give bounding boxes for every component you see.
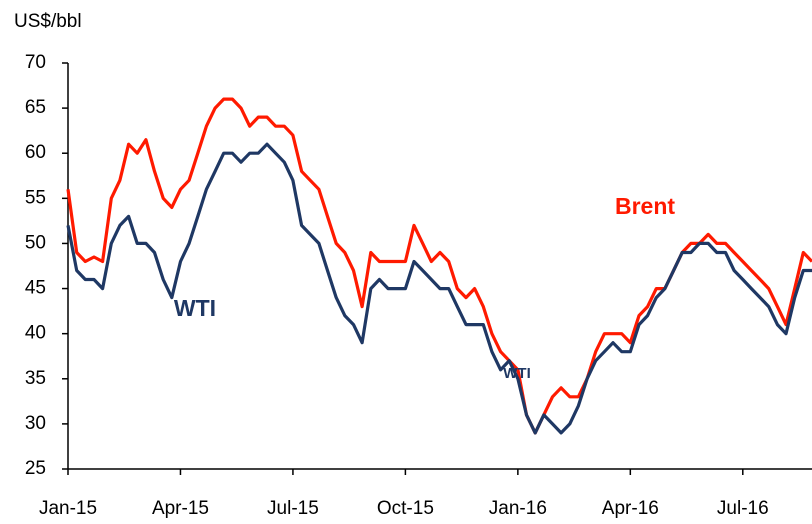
x-tick-label: Apr-16	[602, 498, 659, 519]
y-tick-label: 40	[25, 323, 46, 344]
x-tick-label: Oct-15	[377, 498, 434, 519]
series-line	[66, 97, 812, 435]
x-tick-label: Jan-15	[39, 498, 97, 519]
x-tick-label: Apr-15	[152, 498, 209, 519]
y-tick-label: 70	[25, 52, 46, 73]
y-axis-label: US$/bbl	[14, 11, 82, 32]
annotation: WTI	[503, 365, 531, 382]
x-tick-label: Jan-16	[489, 498, 547, 519]
y-tick-label: 45	[25, 278, 46, 299]
series-label: WTI	[174, 295, 216, 321]
x-tick-label: Jul-16	[717, 498, 769, 519]
y-tick-label: 60	[25, 142, 46, 163]
x-tick-label: Jul-15	[267, 498, 319, 519]
y-tick-label: 65	[25, 97, 46, 118]
y-tick-label: 50	[25, 232, 46, 253]
y-tick-label: 30	[25, 413, 46, 434]
y-tick-label: 35	[25, 368, 46, 389]
y-tick-label: 55	[25, 187, 46, 208]
y-tick-label: 25	[25, 458, 46, 479]
series-line	[66, 142, 812, 435]
series-label: Brent	[615, 193, 675, 219]
